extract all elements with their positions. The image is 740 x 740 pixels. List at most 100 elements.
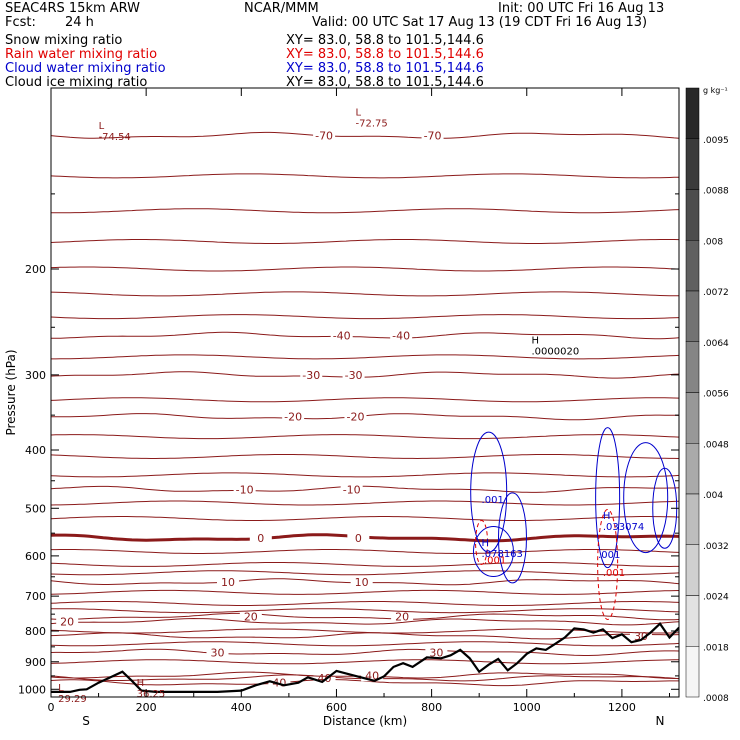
valid-time: Valid: 00 UTC Sat 17 Aug 13 (19 CDT Fri …: [312, 15, 648, 30]
y-tick-label: 500: [25, 502, 46, 515]
isotherm-label: -40: [392, 329, 410, 342]
isotherm-label: 10: [355, 576, 369, 589]
isotherm-label: -30: [302, 369, 320, 382]
isotherm-label: -30: [345, 369, 363, 382]
isotherm-label-bg: [216, 576, 239, 588]
isotherm-line: [51, 589, 679, 595]
colorbar-segment: [685, 443, 700, 495]
colorbar-label: .0032: [703, 542, 729, 552]
colorbar-segment: [685, 87, 700, 139]
extremum-letter: L: [355, 108, 361, 119]
isotherm-label: 30: [211, 646, 225, 659]
legend-rain-label: Rain water mixing ratio: [5, 47, 158, 62]
extremum-letter: H: [532, 335, 540, 346]
colorbar-segment: [685, 189, 700, 241]
extremum-letter: H: [482, 538, 490, 549]
extremum-value: .0000020: [532, 346, 580, 357]
isotherm-line: [51, 354, 679, 360]
y-tick-label: 300: [25, 369, 46, 382]
colorbar-label: .0024: [703, 593, 729, 603]
isotherm-label-bg: [391, 611, 414, 623]
extremum-value: -74.54: [99, 132, 131, 143]
colorbar-segment: [685, 341, 700, 393]
x-axis-title: Distance (km): [323, 714, 407, 728]
isotherm-label: -20: [347, 411, 365, 424]
isotherm-label-bg: [425, 647, 448, 659]
isotherm-label-bg: [313, 673, 336, 685]
isotherm-label-bg: [340, 484, 363, 496]
plot-frame: [50, 87, 680, 698]
isotherm-line: [51, 516, 679, 521]
isotherm-line: [51, 570, 679, 576]
colorbar-segment: [685, 290, 700, 342]
colorbar-label: .0088: [703, 187, 729, 197]
temperature-contours: -70 -70 -40 -40 -30 -30 -20 -20 -10 -10 0 0 10 10 20 20…: [51, 130, 679, 690]
colorbar-label: .0048: [703, 440, 729, 450]
colorbar-segment: [685, 646, 700, 698]
colorbar-segment: [685, 240, 700, 292]
legend-rain-xy: XY= 83.0, 58.8 to 101.5,144.6: [286, 47, 484, 62]
isotherm-label: 0: [257, 532, 264, 545]
x-tick-label: 800: [421, 701, 442, 714]
rain-water-contour: [597, 508, 619, 620]
isotherm-line: [51, 173, 679, 179]
cloud-water-contour: [472, 525, 514, 577]
isotherm-label-bg: [421, 130, 444, 142]
isotherm-label-bg: [344, 411, 367, 423]
model-title: SEAC4RS 15km ARW: [5, 1, 141, 16]
x-tick-label: 1200: [608, 701, 636, 714]
isotherm-line: [51, 266, 679, 272]
extremum-letter: L: [99, 121, 105, 132]
center-name: NCAR/MMM: [244, 1, 319, 16]
isotherm-line: [51, 628, 679, 634]
isotherm-label-bg: [350, 576, 373, 588]
isotherm-line: [51, 659, 679, 665]
legend-cloud-water-label: Cloud water mixing ratio: [5, 61, 166, 76]
rain-water-label: .001: [484, 556, 506, 567]
colorbar-label: .0095: [703, 136, 729, 146]
isotherm-line: [51, 632, 679, 640]
isotherm-line: [51, 331, 679, 340]
cloud-water-label: .001: [598, 550, 620, 561]
colorbar-segment: [685, 595, 700, 647]
isotherm-label-bg: [300, 369, 323, 381]
extremum-letter: H: [603, 511, 611, 522]
cloud-water-contour: [470, 431, 508, 553]
isotherm-label: 10: [221, 576, 235, 589]
south-end-label: S: [82, 714, 90, 728]
isotherm-label: 20: [60, 616, 74, 629]
colorbar-label: .0008: [703, 694, 729, 704]
extremum-letter: L: [58, 683, 64, 694]
isotherm-line: [51, 608, 679, 614]
isotherm-label: 40: [318, 672, 332, 685]
isotherm-label: 30: [429, 646, 443, 659]
forecast-hour: 24 h: [65, 15, 94, 30]
isotherm-line: [51, 485, 679, 493]
x-tick-label: 400: [231, 701, 252, 714]
isotherm-line: [51, 549, 679, 554]
extremum-value: 29.29: [58, 694, 87, 705]
isotherm-label: -10: [343, 483, 361, 496]
colorbar-unit: g kg⁻¹: [703, 86, 728, 95]
colorbar-segment: [685, 138, 700, 190]
colorbar-label: .0018: [703, 643, 729, 653]
y-tick-label: 900: [25, 656, 46, 669]
isotherm-label-bg: [330, 330, 353, 342]
y-axis-title: Pressure (hPa): [4, 349, 18, 435]
extremum-value: 36.25: [137, 689, 166, 700]
isotherm-label: -10: [236, 483, 254, 496]
y-tick-label: 1000: [18, 683, 46, 696]
colorbar-label: .0072: [703, 288, 729, 298]
isotherm-label-bg: [390, 330, 413, 342]
x-tick-label: 600: [326, 701, 347, 714]
isotherm-line: [51, 208, 679, 214]
y-tick-label: 600: [25, 550, 46, 563]
y-tick-label: 700: [25, 590, 46, 603]
extremum-value: .078163: [482, 549, 523, 560]
colorbar-segment: [685, 493, 700, 545]
isotherm-line: [51, 500, 679, 506]
legend-cloud-ice-label: Cloud ice mixing ratio: [5, 75, 148, 90]
x-tick-label: 200: [136, 701, 157, 714]
isotherm-line: [51, 314, 679, 320]
